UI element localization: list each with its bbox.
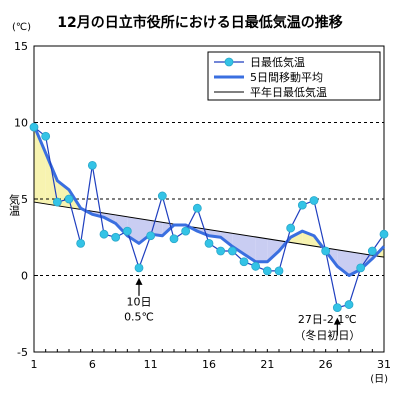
- legend-daily-marker: [224, 57, 234, 67]
- daily-min-point: [181, 226, 191, 236]
- legend-label: 日最低気温: [250, 55, 305, 69]
- y-unit-label: (℃): [12, 22, 31, 33]
- above-normal-fill: [290, 231, 303, 245]
- daily-min-point: [122, 226, 132, 236]
- daily-min-point: [262, 266, 272, 276]
- daily-min-point: [99, 229, 109, 239]
- x-tick-label: 6: [89, 358, 96, 371]
- above-normal-fill: [34, 125, 46, 204]
- x-unit-label: (日): [370, 374, 388, 385]
- daily-min-point: [76, 238, 86, 248]
- below-normal-fill: [139, 218, 151, 244]
- daily-min-point: [111, 232, 121, 242]
- y-axis-label: 気温: [8, 193, 21, 216]
- y-tick-label: -5: [17, 346, 28, 359]
- daily-min-point: [251, 261, 261, 271]
- daily-min-point: [29, 122, 39, 132]
- annotation-text: 10日: [127, 296, 152, 309]
- daily-min-point: [286, 223, 296, 233]
- daily-min-point: [216, 246, 226, 256]
- x-tick-label: 31: [377, 358, 391, 371]
- above-normal-fill: [45, 153, 58, 206]
- daily-min-point: [309, 196, 319, 205]
- daily-min-line: [33, 126, 385, 309]
- annotation-text: （冬日初日）: [294, 328, 360, 342]
- daily-min-point: [344, 300, 354, 309]
- chart-title: 12月の日立市役所における日最低気温の推移: [57, 14, 342, 31]
- daily-min-point: [227, 246, 237, 256]
- y-tick-label: 5: [21, 193, 28, 206]
- y-tick-label: 10: [14, 117, 28, 130]
- daily-min-point: [192, 203, 202, 213]
- below-normal-fill: [255, 236, 268, 262]
- below-normal-fill: [267, 238, 279, 262]
- annotation-arrowhead: [333, 317, 341, 325]
- x-tick-label: 26: [319, 358, 333, 371]
- below-normal-fill: [337, 249, 349, 276]
- daily-min-point: [321, 246, 331, 256]
- y-tick-label: 15: [14, 40, 28, 53]
- daily-min-point: [64, 194, 74, 204]
- daily-min-point: [87, 160, 97, 170]
- below-normal-fill: [232, 233, 244, 255]
- daily-min-point: [157, 191, 167, 201]
- legend-label: 5日間移動平均: [250, 70, 323, 84]
- annotation-arrowhead: [135, 277, 143, 285]
- daily-min-point: [52, 197, 62, 207]
- x-tick-label: 21: [260, 358, 274, 371]
- daily-min-point: [379, 229, 389, 239]
- legend-label: 平年日最低気温: [250, 85, 327, 99]
- x-tick-label: 1: [31, 358, 38, 371]
- daily-min-point: [134, 263, 144, 273]
- daily-min-point: [204, 238, 214, 248]
- daily-min-point: [367, 246, 377, 256]
- daily-min-point: [332, 303, 342, 313]
- daily-min-point: [274, 266, 284, 276]
- y-tick-label: 0: [21, 270, 28, 283]
- x-tick-label: 11: [144, 358, 158, 371]
- x-tick-label: 16: [202, 358, 216, 371]
- daily-min-point: [41, 131, 51, 141]
- annotation-text: 27日-2.1℃: [298, 313, 357, 326]
- daily-min-point: [146, 231, 156, 241]
- daily-min-point: [239, 257, 249, 267]
- daily-min-point: [297, 200, 307, 210]
- daily-min-point: [356, 263, 366, 273]
- daily-min-point: [169, 234, 179, 244]
- annotation-text: 0.5℃: [124, 311, 154, 324]
